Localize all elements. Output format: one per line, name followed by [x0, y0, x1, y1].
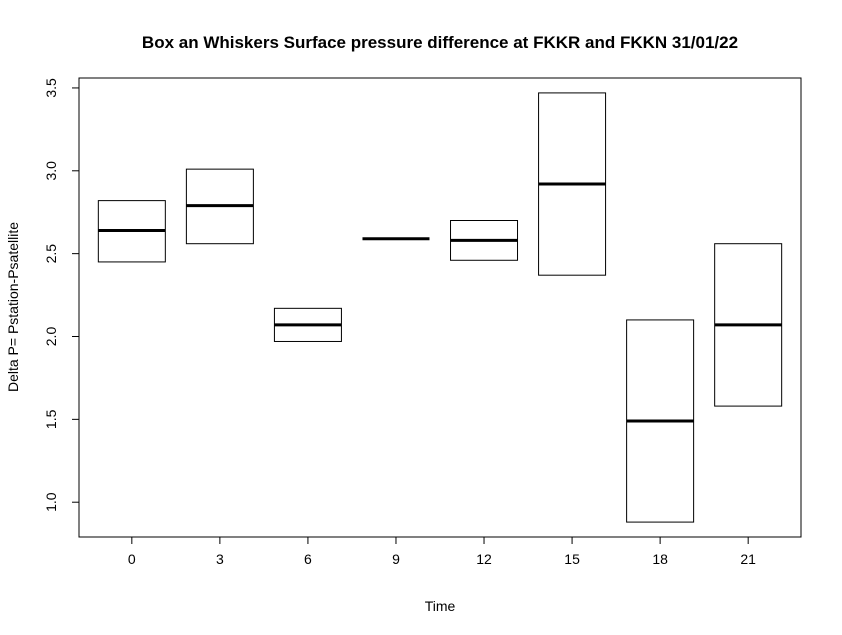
box-0: [97, 200, 166, 263]
x-axis: 0 3 6 9 12 15 18 21: [128, 536, 756, 567]
chart-title: Box an Whiskers Surface pressure differe…: [142, 33, 738, 52]
y-axis-label: Delta P= Pstation-Psatellite: [5, 222, 21, 392]
x-tick-label: 3: [216, 551, 224, 567]
y-tick-label: 2.0: [43, 327, 59, 347]
y-tick-label: 3.5: [43, 78, 59, 98]
x-tick-label: 9: [392, 551, 400, 567]
box-12: [450, 220, 519, 261]
x-axis-label: Time: [425, 598, 456, 614]
x-tick-label: 0: [128, 551, 136, 567]
y-axis: 1.0 1.5 2.0 2.5 3.0 3.5: [43, 78, 80, 512]
boxes-layer: [97, 92, 783, 523]
box-18: [626, 319, 695, 523]
x-tick-label: 18: [652, 551, 668, 567]
box-6: [273, 307, 342, 342]
box-15: [538, 92, 607, 276]
y-tick-label: 1.0: [43, 492, 59, 512]
plot-frame: [78, 77, 802, 538]
y-tick-label: 3.0: [43, 161, 59, 181]
x-tick-label: 6: [304, 551, 312, 567]
x-tick-label: 12: [476, 551, 492, 567]
box-3: [185, 168, 254, 245]
y-tick-label: 1.5: [43, 409, 59, 429]
y-tick-label: 2.5: [43, 244, 59, 264]
box-21: [714, 243, 783, 407]
x-tick-label: 21: [740, 551, 756, 567]
x-tick-label: 15: [564, 551, 580, 567]
